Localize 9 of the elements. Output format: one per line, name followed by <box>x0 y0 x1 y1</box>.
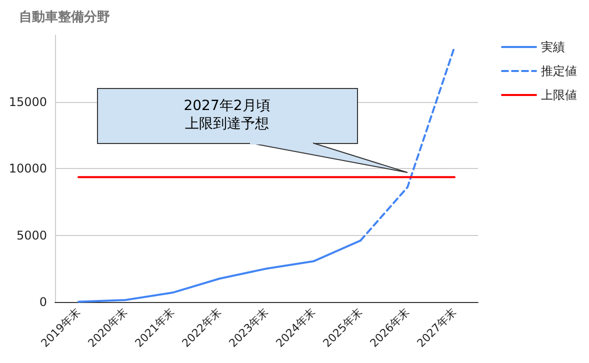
y-tick-label: 15000 <box>8 94 47 109</box>
chart-title: 自動車整備分野 <box>19 10 110 25</box>
legend-label: 推定値 <box>541 64 577 78</box>
y-tick-label: 5000 <box>16 228 47 242</box>
annotation: 2027年2月頃上限到達予想 <box>182 97 272 133</box>
y-tick-label: 0 <box>39 295 47 309</box>
legend-label: 上限値 <box>541 88 577 102</box>
y-tick-label: 10000 <box>8 162 47 176</box>
legend-label: 実績 <box>541 40 565 54</box>
